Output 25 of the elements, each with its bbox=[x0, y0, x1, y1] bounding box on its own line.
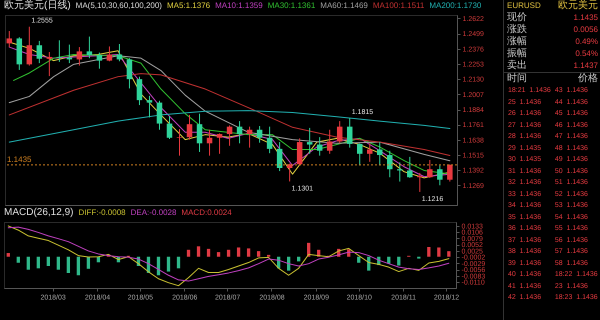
text: MA200:1.1730 bbox=[429, 1, 482, 10]
text: MACD:0.0024 bbox=[181, 208, 232, 217]
ref-line-label: 1.1435 bbox=[7, 154, 32, 164]
text: MA30:1.1361 bbox=[268, 1, 316, 10]
chart-title: MACD(26,12,9) bbox=[4, 207, 74, 218]
text: MA60:1.1469 bbox=[320, 1, 368, 10]
text: 时间 bbox=[507, 73, 527, 85]
category-label: 现价 bbox=[507, 12, 527, 24]
chart-subtitle: MA(5,10,30,60,100,200) bbox=[76, 1, 162, 10]
text: DEA:-0.0028 bbox=[130, 208, 176, 217]
category-label: 涨跌 bbox=[507, 24, 527, 36]
text: MA100:1.1511 bbox=[372, 1, 424, 10]
text: 0.49% bbox=[575, 37, 598, 46]
category-label: 振幅 bbox=[507, 48, 527, 60]
text: 0.54% bbox=[575, 49, 598, 58]
text: 0.0056 bbox=[574, 25, 598, 34]
text: EURUSD bbox=[507, 0, 541, 12]
category-label: 卖出 bbox=[507, 60, 527, 72]
text: 1.1437 bbox=[574, 61, 598, 70]
text: DIFF:-0.0008 bbox=[78, 208, 126, 217]
category-label: 涨幅 bbox=[507, 36, 527, 48]
text: 价格 bbox=[578, 73, 598, 85]
text: MA5:1.1376 bbox=[166, 1, 210, 10]
text: 1.1435 bbox=[574, 12, 598, 24]
text: MA10:1.1359 bbox=[215, 1, 263, 10]
